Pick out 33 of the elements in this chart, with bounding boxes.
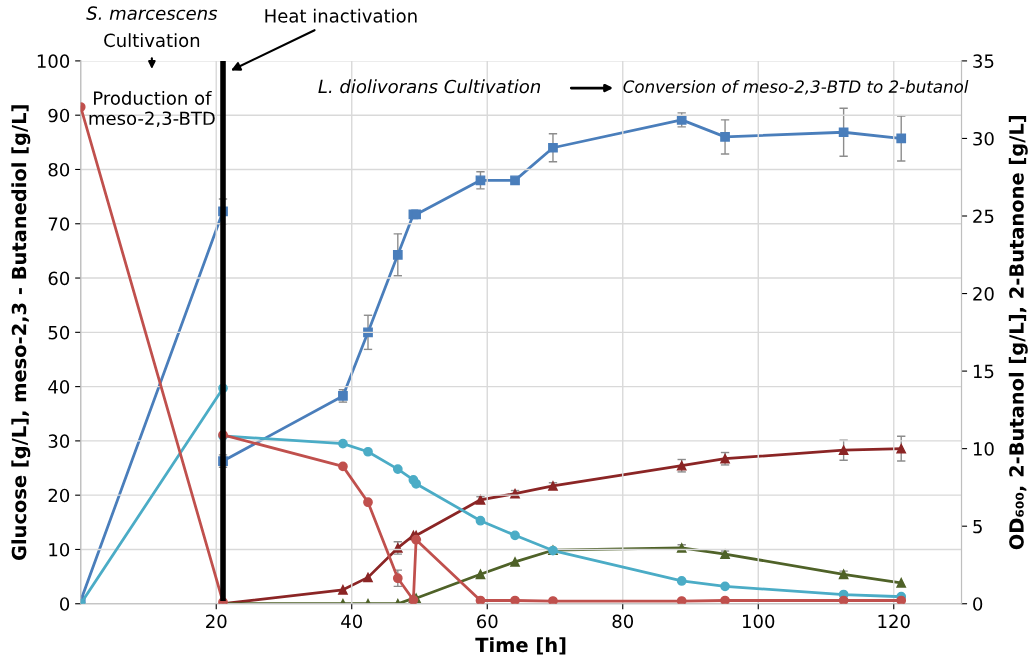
x-tick-label: 40 [341,614,363,629]
y2-tick-label: 30 [973,131,994,146]
x-tick-label: 20 [206,614,227,629]
x-tick-label: 120 [878,614,910,629]
y2-tick-label: 35 [973,54,994,69]
y-tick-label: 80 [48,162,70,177]
y-tick-label: 20 [48,488,70,503]
y2-tick-label: 25 [973,209,994,224]
annotation: Production of meso-2,3-BTD [89,90,215,127]
x-tick-label: 80 [612,614,634,629]
x-tick-label: 60 [477,614,498,629]
y2-tick-label: 5 [973,519,982,534]
y2-tick-label: 15 [973,364,994,379]
annotation: Conversion of meso-2,3-BTD to 2-butanol [623,79,969,95]
y-tick-label: 0 [60,597,70,611]
y-axis-title: Glucose [g/L], meso-2,3 - Butanediol [g/L] [11,105,31,561]
x-tick-label: 100 [743,614,775,629]
y-tick-label: 90 [48,108,70,123]
y2-tick-label: 10 [973,442,994,456]
y2-tick-label: 20 [973,287,994,301]
y-tick-label: 100 [37,54,70,69]
y-tick-label: 40 [48,380,70,394]
text: S. marcescens Cultivation [86,6,218,48]
annotation: L. diolivorans Cultivation [318,79,541,94]
y-tick-label: 30 [48,434,70,449]
x-axis-title: Time [h] [475,637,566,655]
y-tick-label: 70 [48,217,70,231]
ref-line-label: Heat inactivation [265,8,417,23]
y-tick-label: 60 [48,271,70,286]
y-tick-label: 10 [49,542,70,557]
y-tick-label: 50 [48,325,70,340]
y2-tick-label: 0 [973,597,983,611]
y2-axis-title: OD₆₀₀, 2-Butanol [g/L], 2-Butanone [g/L] [1008,116,1028,550]
